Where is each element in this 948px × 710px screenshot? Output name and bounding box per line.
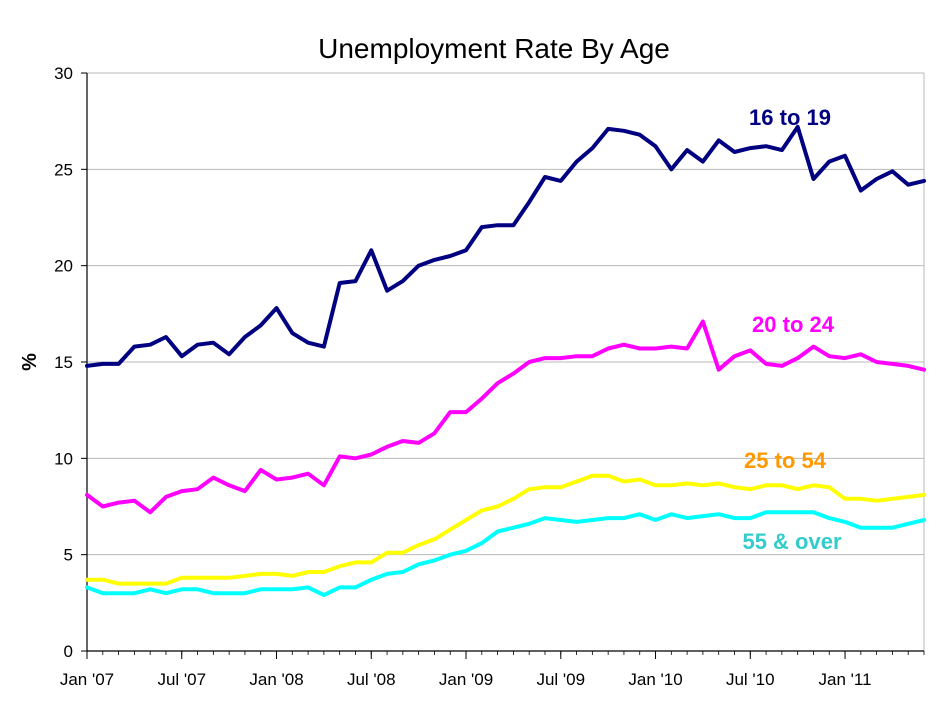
series-line-1 <box>85 319 926 515</box>
x-tick-label: Jan '07 <box>60 670 114 689</box>
series-line-2 <box>85 473 926 586</box>
series-label-1: 20 to 24 <box>752 312 835 337</box>
axes: 0 5 10 15 20 25 30 Jan '07 Jul '07 Jan '08 Jul '08… <box>54 64 925 689</box>
y-tick-label: 5 <box>64 546 73 565</box>
chart-title: Unemployment Rate By Age <box>318 33 670 64</box>
series-labels: 16 to 19 20 to 24 25 to 54 55 & over <box>742 105 841 554</box>
series-lines <box>85 124 926 598</box>
x-tick-label: Jul '10 <box>726 670 775 689</box>
series-label-2: 25 to 54 <box>744 448 827 473</box>
y-axis-label: % <box>19 353 41 371</box>
y-tick-label: 15 <box>54 353 73 372</box>
series-line-3 <box>85 510 926 598</box>
y-tick-label: 20 <box>54 257 73 276</box>
x-tick-label: Jan '09 <box>439 670 493 689</box>
y-tick-label: 0 <box>64 642 73 661</box>
x-tick-label: Jan '08 <box>249 670 303 689</box>
y-tick-label: 25 <box>54 160 73 179</box>
x-tick-label: Jul '07 <box>157 670 206 689</box>
y-tick-label: 30 <box>54 64 73 83</box>
x-tick-label: Jan '11 <box>819 670 872 689</box>
series-label-0: 16 to 19 <box>749 105 831 130</box>
x-tick-label: Jul '09 <box>536 670 585 689</box>
gridlines <box>87 72 925 651</box>
series-line-0 <box>85 124 926 368</box>
x-tick-label: Jan '10 <box>628 670 682 689</box>
series-label-3: 55 & over <box>742 529 841 554</box>
x-tick-label: Jul '08 <box>347 670 396 689</box>
y-tick-label: 10 <box>54 449 73 468</box>
